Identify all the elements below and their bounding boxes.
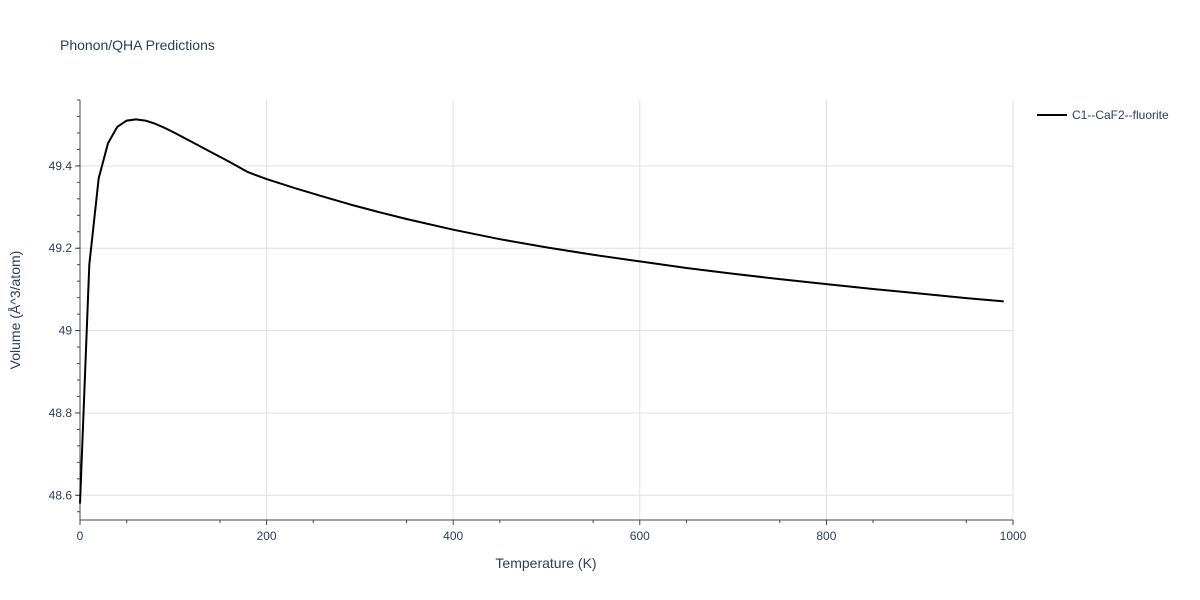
legend-label: C1--CaF2--fluorite [1072, 108, 1169, 122]
axes-layer [75, 99, 1014, 525]
chart-title: Phonon/QHA Predictions [60, 37, 215, 53]
series-layer [79, 118, 1004, 504]
x-axis-title: Temperature (K) [495, 555, 596, 571]
y-tick-label: 49.2 [49, 241, 73, 255]
x-tick-label: 200 [257, 529, 277, 543]
x-tick-label: 0 [77, 529, 84, 543]
x-tick-label: 600 [630, 529, 650, 543]
y-tick-label: 48.8 [49, 406, 73, 420]
series-line[interactable] [79, 118, 1004, 504]
x-tick-label: 400 [443, 529, 463, 543]
tick-labels: 0 200 400 600 800 1000 48.6 48.8 49 49.2 49.4 [49, 159, 1027, 543]
legend[interactable]: C1--CaF2--fluorite [1037, 108, 1169, 122]
x-tick-label: 1000 [1000, 529, 1027, 543]
x-tick-label: 800 [816, 529, 836, 543]
y-tick-label: 48.6 [49, 488, 73, 502]
grid-layer [80, 100, 1014, 520]
y-axis-title: Volume (Å^3/atom) [7, 251, 23, 370]
y-tick-label: 49 [59, 324, 73, 338]
y-tick-label: 49.4 [49, 159, 73, 173]
